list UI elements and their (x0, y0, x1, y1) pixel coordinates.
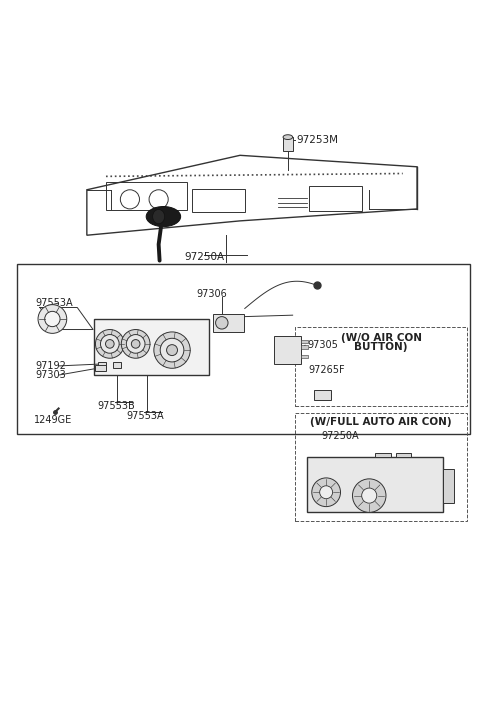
Bar (192, 190, 245, 212)
Bar (95, 365, 106, 371)
Text: 97250A: 97250A (322, 431, 359, 441)
Bar (310, 186, 362, 212)
Text: 97265F: 97265F (309, 365, 345, 375)
Text: 97305: 97305 (307, 341, 338, 350)
Bar (274, 336, 301, 364)
Bar (444, 470, 454, 503)
Circle shape (160, 338, 184, 362)
Bar (106, 182, 187, 210)
Bar (94, 319, 209, 376)
Circle shape (362, 488, 377, 503)
Text: 97553A: 97553A (127, 411, 164, 421)
Bar (301, 355, 308, 358)
Text: BUTTON): BUTTON) (354, 342, 408, 352)
Bar (396, 453, 411, 458)
Text: 97306: 97306 (197, 289, 228, 299)
Text: 1249GE: 1249GE (34, 415, 72, 424)
Circle shape (312, 478, 340, 507)
Text: 97250A: 97250A (184, 252, 224, 262)
Bar (295, 327, 468, 406)
Circle shape (106, 340, 114, 348)
Bar (314, 390, 331, 400)
Text: 97553B: 97553B (98, 401, 136, 411)
Bar (17, 264, 470, 434)
Circle shape (167, 345, 178, 355)
Text: 97192: 97192 (35, 361, 66, 371)
Circle shape (96, 329, 124, 358)
Text: 97553A: 97553A (35, 298, 73, 308)
Ellipse shape (146, 207, 180, 226)
Bar (283, 137, 293, 151)
Ellipse shape (153, 209, 165, 223)
Circle shape (38, 305, 67, 333)
Text: 97303: 97303 (35, 370, 66, 380)
Circle shape (126, 335, 145, 353)
Bar (113, 362, 121, 368)
Bar (295, 413, 468, 521)
Text: (W/FULL AUTO AIR CON): (W/FULL AUTO AIR CON) (311, 417, 452, 427)
Circle shape (320, 486, 333, 498)
Circle shape (121, 329, 150, 358)
Bar (375, 453, 391, 458)
Bar (307, 458, 444, 513)
Circle shape (154, 332, 190, 368)
Bar (301, 340, 308, 343)
Circle shape (45, 312, 60, 326)
Circle shape (352, 479, 386, 513)
Bar (301, 345, 308, 349)
Ellipse shape (283, 135, 293, 140)
Circle shape (132, 340, 140, 348)
Text: 97253M: 97253M (297, 135, 338, 145)
Circle shape (100, 335, 119, 353)
Bar (213, 314, 244, 332)
Text: (W/O AIR CON: (W/O AIR CON (341, 333, 422, 343)
Circle shape (216, 317, 228, 329)
Bar (98, 362, 106, 368)
